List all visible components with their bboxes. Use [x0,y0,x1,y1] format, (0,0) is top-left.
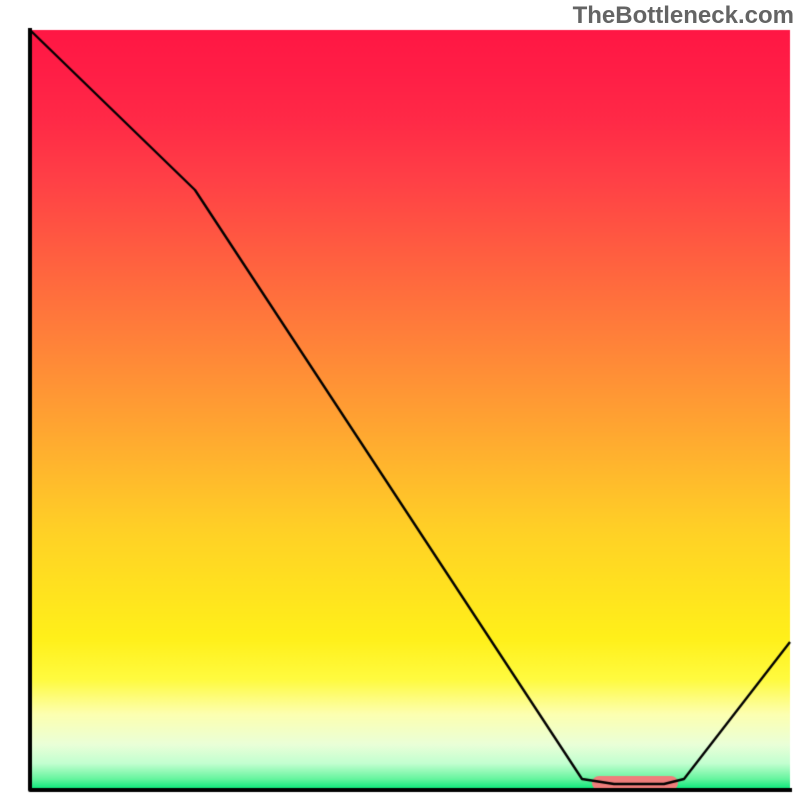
curve-overlay-canvas [0,0,800,800]
chart-root: TheBottleneck.com [0,0,800,800]
